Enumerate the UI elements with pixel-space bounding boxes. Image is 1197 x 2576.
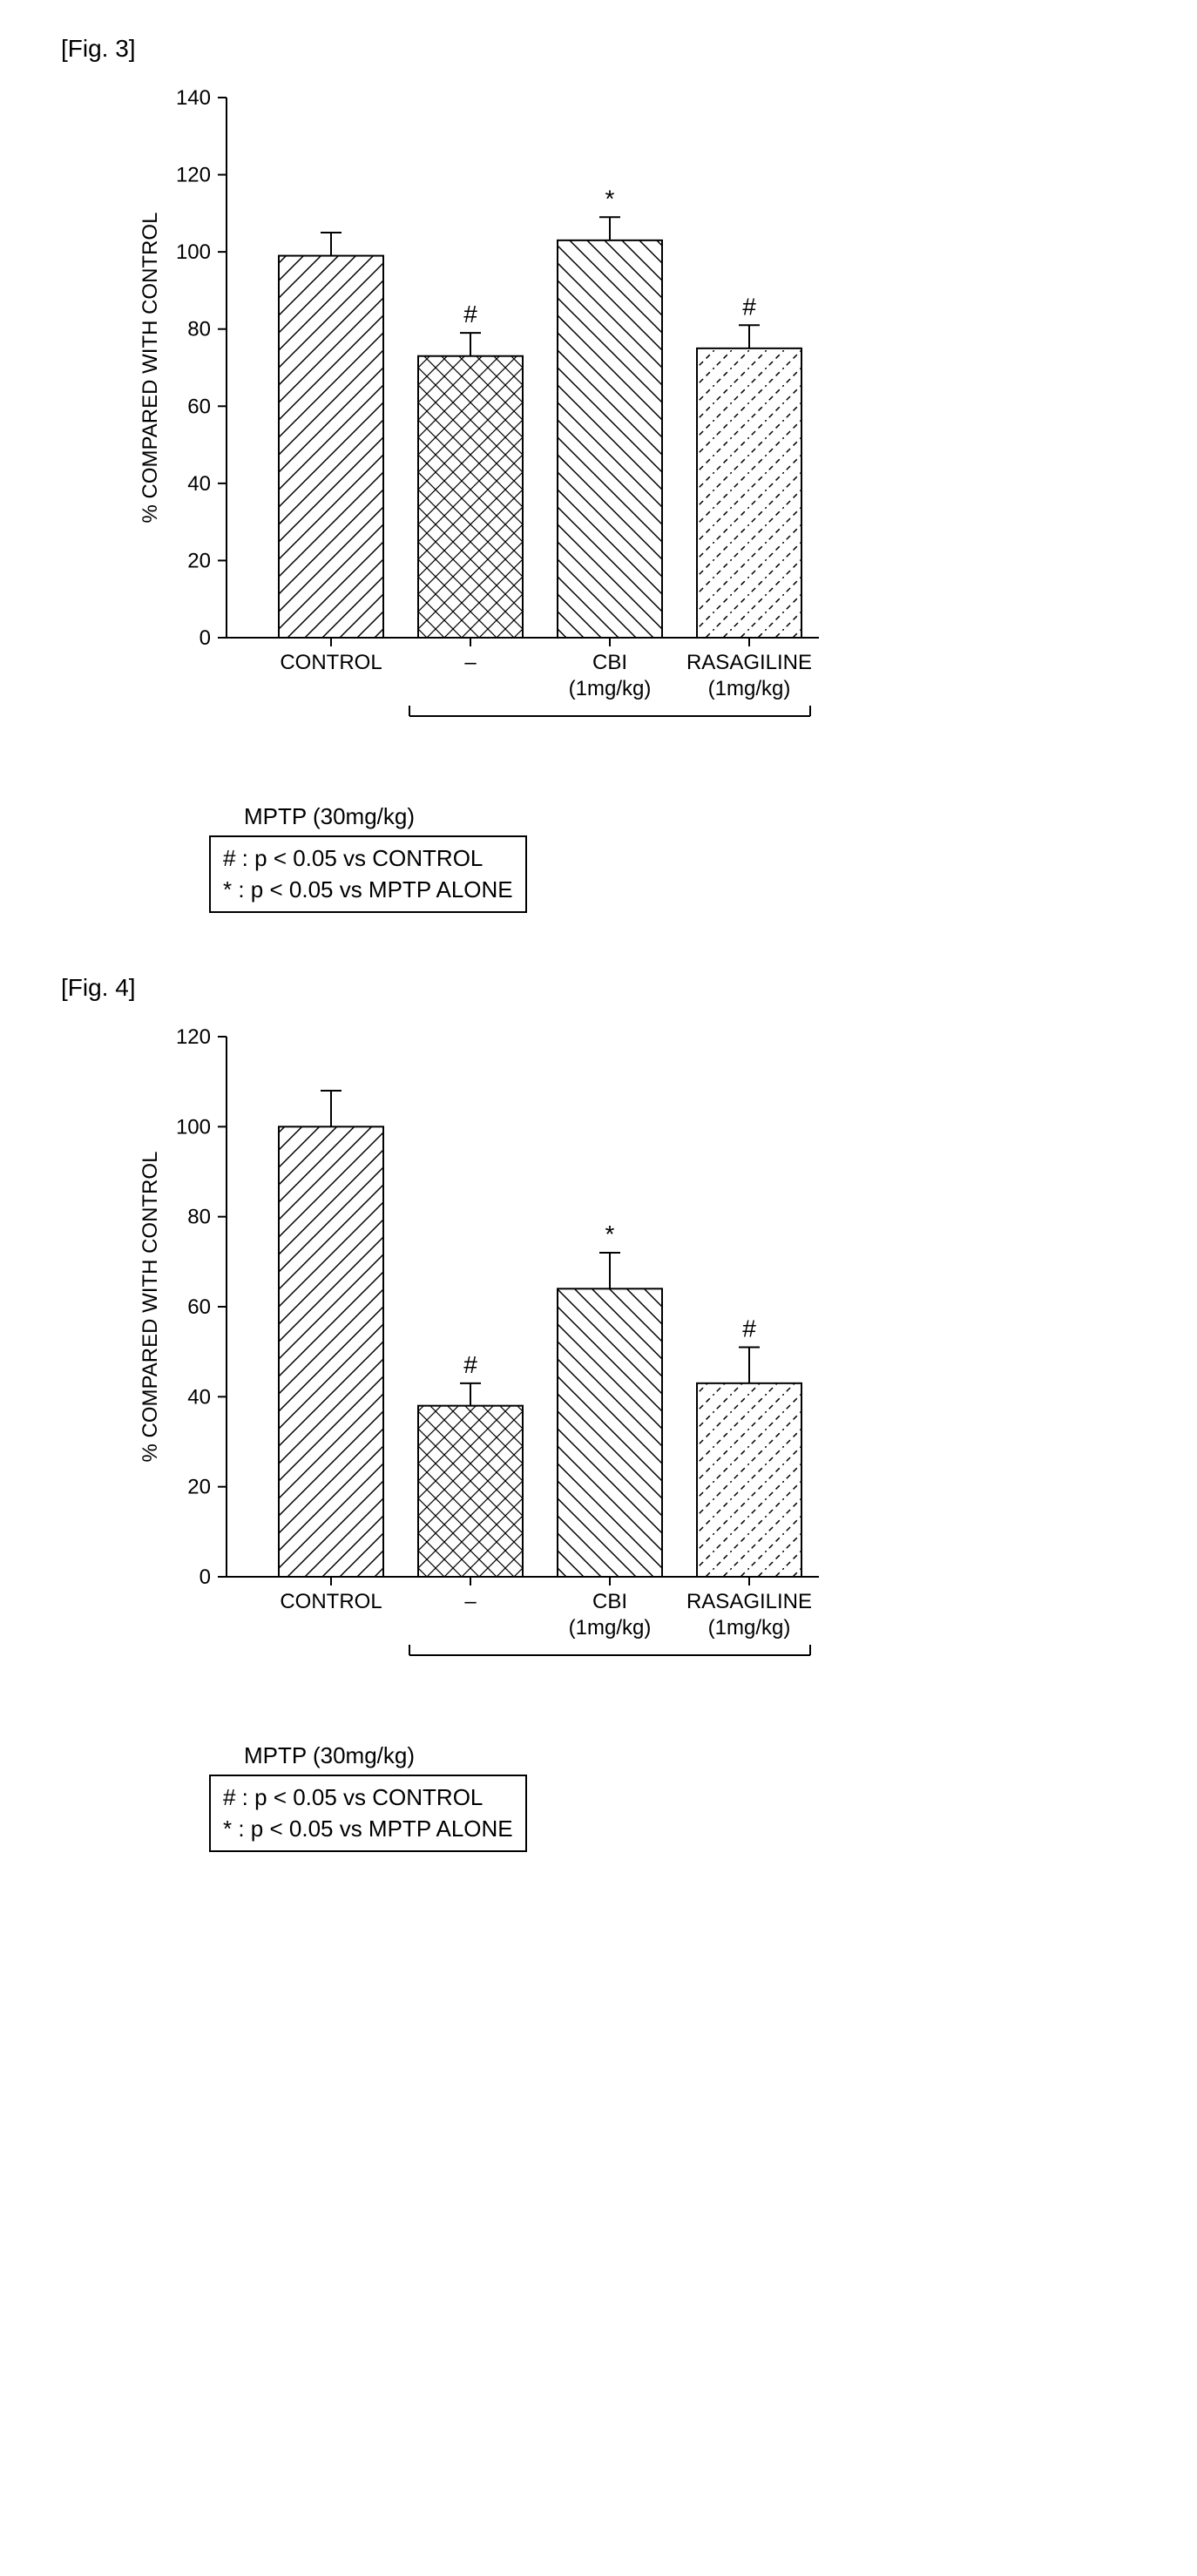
svg-text:80: 80 bbox=[187, 1205, 211, 1228]
svg-text:60: 60 bbox=[187, 1295, 211, 1319]
fig3-legend: # : p < 0.05 vs CONTROL * : p < 0.05 vs … bbox=[209, 835, 527, 913]
fig4-legend-line-0: # : p < 0.05 vs CONTROL bbox=[223, 1782, 513, 1813]
svg-text:(1mg/kg): (1mg/kg) bbox=[569, 1616, 652, 1640]
fig4-svg: 0 20 40 60 80 100 120 % COMPARED WITH CONTROL CO… bbox=[122, 1011, 906, 1725]
svg-text:120: 120 bbox=[176, 164, 211, 187]
svg-text:*: * bbox=[605, 1220, 615, 1247]
svg-text:RASAGILINE: RASAGILINE bbox=[686, 651, 812, 674]
svg-text:0: 0 bbox=[200, 626, 211, 650]
svg-text:20: 20 bbox=[187, 1475, 211, 1498]
figure-4-chart: 0 20 40 60 80 100 120 % COMPARED WITH CONTROL CO… bbox=[122, 1011, 1162, 1725]
fig4-bottom-label: MPTP (30mg/kg) bbox=[244, 1742, 1162, 1769]
fig3-bottom-label: MPTP (30mg/kg) bbox=[244, 803, 1162, 830]
svg-text:60: 60 bbox=[187, 395, 211, 418]
fig3-legend-line-1: * : p < 0.05 vs MPTP ALONE bbox=[223, 874, 513, 905]
figure-4: [Fig. 4] 0 20 40 60 80 100 120 % COMPARED WITH … bbox=[35, 974, 1162, 1852]
svg-text:#: # bbox=[742, 1315, 756, 1342]
svg-text:CONTROL: CONTROL bbox=[280, 651, 382, 674]
svg-text:#: # bbox=[463, 1351, 477, 1378]
svg-text:20: 20 bbox=[187, 549, 211, 572]
svg-text:40: 40 bbox=[187, 1385, 211, 1409]
svg-text:#: # bbox=[742, 293, 756, 320]
figure-3-label: [Fig. 3] bbox=[61, 35, 1162, 63]
svg-text:% COMPARED WITH CONTROL: % COMPARED WITH CONTROL bbox=[139, 213, 162, 524]
fig4-legend-line-1: * : p < 0.05 vs MPTP ALONE bbox=[223, 1813, 513, 1844]
svg-text:*: * bbox=[605, 185, 615, 212]
svg-text:0: 0 bbox=[200, 1565, 211, 1589]
figure-4-label: [Fig. 4] bbox=[61, 974, 1162, 1002]
fig4-legend: # : p < 0.05 vs CONTROL * : p < 0.05 vs … bbox=[209, 1775, 527, 1852]
svg-text:40: 40 bbox=[187, 472, 211, 496]
svg-text:140: 140 bbox=[176, 86, 211, 110]
svg-text:100: 100 bbox=[176, 240, 211, 264]
svg-text:(1mg/kg): (1mg/kg) bbox=[569, 677, 652, 700]
svg-text:CONTROL: CONTROL bbox=[280, 1590, 382, 1613]
svg-text:#: # bbox=[463, 301, 477, 328]
svg-text:120: 120 bbox=[176, 1025, 211, 1049]
svg-text:100: 100 bbox=[176, 1115, 211, 1139]
fig3-svg: 0 20 40 60 80 100 120 140 % COMPARED WITH CONTRO… bbox=[122, 71, 906, 786]
svg-text:80: 80 bbox=[187, 318, 211, 341]
svg-text:CBI: CBI bbox=[592, 651, 627, 674]
figure-3-chart: 0 20 40 60 80 100 120 140 % COMPARED WITH CONTRO… bbox=[122, 71, 1162, 786]
svg-text:(1mg/kg): (1mg/kg) bbox=[708, 1616, 791, 1640]
svg-text:–: – bbox=[464, 1590, 477, 1613]
fig3-legend-line-0: # : p < 0.05 vs CONTROL bbox=[223, 842, 513, 874]
figure-3: [Fig. 3] 0 20 40 60 80 100 120 140 % COMPARED WI… bbox=[35, 35, 1162, 913]
svg-text:–: – bbox=[464, 651, 477, 674]
svg-text:RASAGILINE: RASAGILINE bbox=[686, 1590, 812, 1613]
svg-text:(1mg/kg): (1mg/kg) bbox=[708, 677, 791, 700]
svg-text:% COMPARED WITH CONTROL: % COMPARED WITH CONTROL bbox=[139, 1151, 162, 1462]
svg-text:CBI: CBI bbox=[592, 1590, 627, 1613]
